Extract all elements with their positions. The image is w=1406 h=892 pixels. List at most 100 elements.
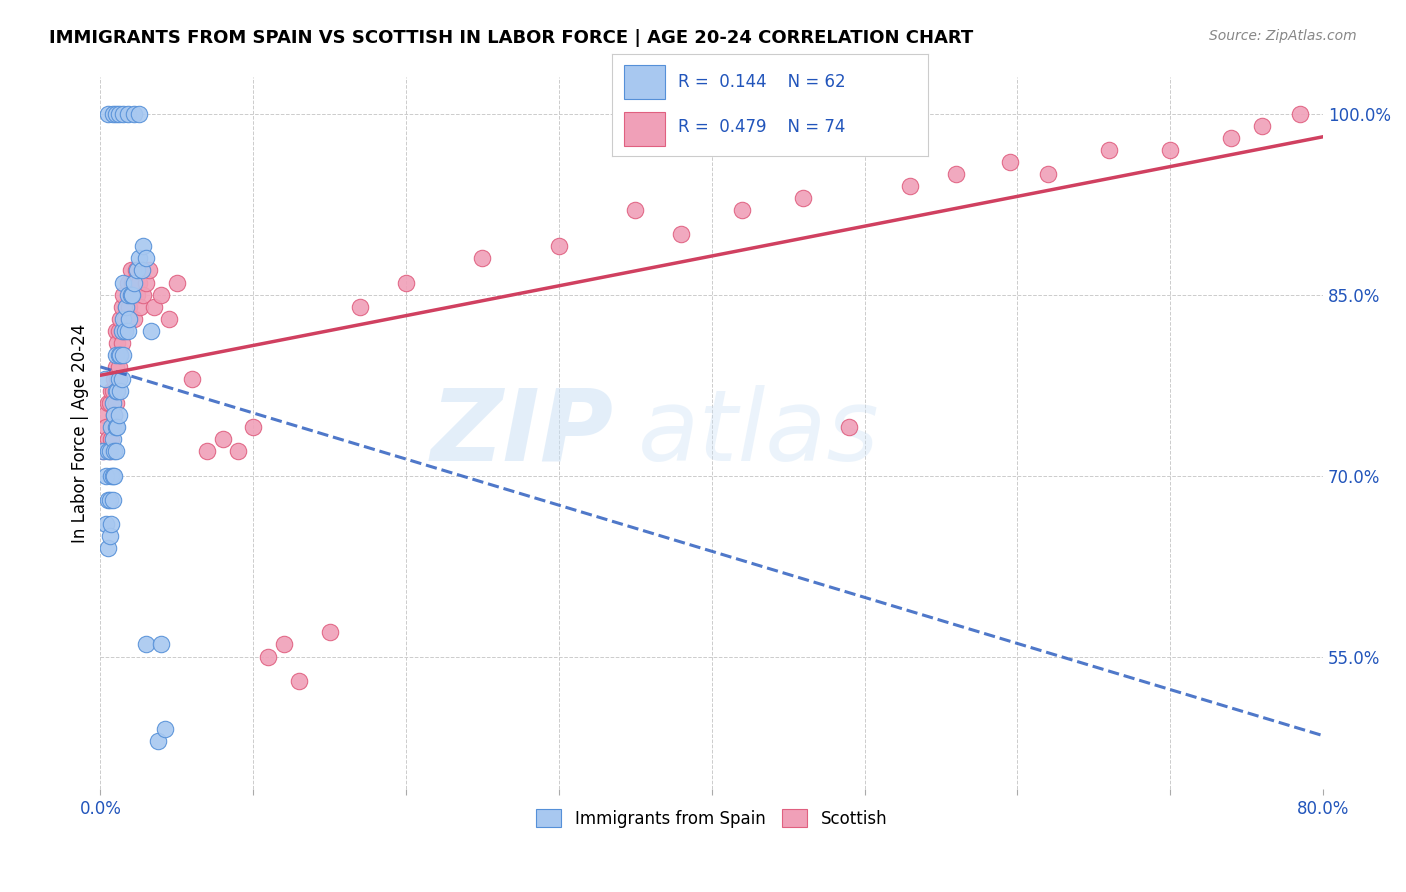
Point	[105, 420, 128, 434]
Point	[101, 420, 124, 434]
Point	[998, 154, 1021, 169]
Point	[98, 492, 121, 507]
Point	[115, 300, 138, 314]
Point	[318, 625, 340, 640]
Point	[94, 372, 117, 386]
Point	[226, 444, 249, 458]
Point	[107, 372, 129, 386]
Point	[624, 203, 647, 218]
Point	[100, 516, 122, 531]
Point	[471, 252, 494, 266]
Point	[117, 324, 139, 338]
Text: IMMIGRANTS FROM SPAIN VS SCOTTISH IN LABOR FORCE | AGE 20-24 CORRELATION CHART: IMMIGRANTS FROM SPAIN VS SCOTTISH IN LAB…	[49, 29, 973, 46]
Point	[112, 287, 135, 301]
Point	[129, 300, 152, 314]
Point	[117, 287, 139, 301]
Point	[107, 324, 129, 338]
Point	[122, 106, 145, 120]
Point	[121, 276, 143, 290]
Point	[838, 420, 860, 434]
Point	[1159, 143, 1181, 157]
Point	[1289, 106, 1312, 120]
Point	[111, 324, 134, 338]
Text: ZIP: ZIP	[430, 384, 614, 482]
Point	[181, 372, 204, 386]
Point	[103, 468, 125, 483]
Bar	[624, 112, 665, 145]
Point	[103, 409, 125, 423]
Point	[104, 359, 127, 374]
Point	[138, 263, 160, 277]
Point	[111, 335, 134, 350]
Point	[125, 287, 148, 301]
Point	[117, 276, 139, 290]
Point	[195, 444, 218, 458]
Point	[669, 227, 692, 242]
Text: Source: ZipAtlas.com: Source: ZipAtlas.com	[1209, 29, 1357, 43]
Point	[104, 324, 127, 338]
Point	[114, 324, 136, 338]
Point	[257, 649, 280, 664]
Point	[731, 203, 754, 218]
Point	[104, 444, 127, 458]
Point	[112, 324, 135, 338]
Point	[107, 348, 129, 362]
Point	[97, 492, 120, 507]
Point	[118, 300, 141, 314]
Point	[94, 409, 117, 423]
Point	[139, 324, 162, 338]
Point	[103, 409, 125, 423]
Point	[120, 287, 142, 301]
Point	[112, 311, 135, 326]
Y-axis label: In Labor Force | Age 20-24: In Labor Force | Age 20-24	[72, 324, 89, 543]
Bar	[624, 65, 665, 99]
Point	[101, 396, 124, 410]
Point	[128, 106, 150, 120]
Point	[128, 276, 150, 290]
Point	[120, 287, 142, 301]
Point	[900, 179, 922, 194]
Point	[98, 444, 121, 458]
Point	[101, 384, 124, 398]
Point	[131, 263, 153, 277]
Point	[153, 722, 176, 736]
Point	[135, 276, 157, 290]
Point	[112, 348, 135, 362]
Point	[110, 348, 132, 362]
Point	[1251, 119, 1274, 133]
Point	[148, 734, 170, 748]
Point	[103, 372, 125, 386]
Text: atlas: atlas	[638, 384, 880, 482]
Point	[111, 300, 134, 314]
Point	[132, 287, 155, 301]
Point	[104, 420, 127, 434]
Point	[104, 384, 127, 398]
Point	[97, 541, 120, 555]
Point	[112, 106, 135, 120]
Text: R =  0.144    N = 62: R = 0.144 N = 62	[678, 73, 845, 91]
Legend: Immigrants from Spain, Scottish: Immigrants from Spain, Scottish	[530, 803, 894, 834]
Point	[98, 444, 121, 458]
Point	[104, 106, 127, 120]
Point	[135, 252, 157, 266]
Point	[100, 468, 122, 483]
Point	[105, 384, 128, 398]
Point	[150, 637, 173, 651]
Point	[117, 106, 139, 120]
Point	[117, 311, 139, 326]
Point	[548, 239, 571, 253]
Point	[100, 433, 122, 447]
Point	[115, 300, 138, 314]
Point	[100, 420, 122, 434]
Point	[122, 311, 145, 326]
Point	[96, 468, 118, 483]
Point	[103, 444, 125, 458]
Point	[273, 637, 295, 651]
Point	[120, 263, 142, 277]
Point	[96, 420, 118, 434]
Point	[97, 106, 120, 120]
Point	[135, 637, 157, 651]
Point	[98, 529, 121, 543]
Point	[105, 372, 128, 386]
Point	[98, 396, 121, 410]
